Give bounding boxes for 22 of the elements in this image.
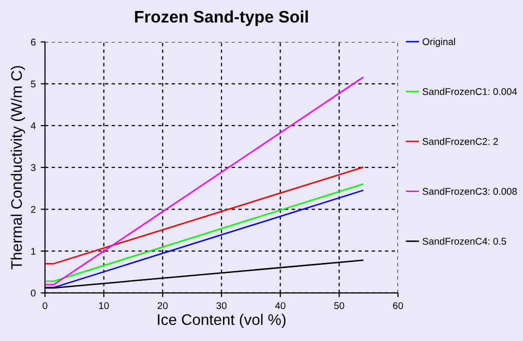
legend-label: SandFrozenC2: 2 [422, 138, 498, 145]
legend-label: SandFrozenC1: 0.004 [422, 88, 517, 96]
y-tick-label: 2 [31, 206, 36, 213]
y-tick-label: 5 [30, 80, 36, 88]
x-tick-label: 0 [42, 302, 48, 310]
legend-label: Original [422, 38, 456, 48]
y-tick-label: 4 [30, 122, 36, 130]
x-tick-label: 60 [393, 302, 404, 310]
legend-label: SandFrozenC3: 0.008 [422, 188, 517, 195]
legend-label: SandFrozenC4: 0.5 [422, 238, 506, 245]
x-tick-label: 40 [275, 302, 286, 310]
x-axis-title: Ice Content (vol %) [158, 314, 286, 328]
x-tick-label: 10 [99, 302, 109, 310]
y-tick-label: 1 [31, 248, 36, 255]
y-tick-label: 6 [31, 38, 36, 46]
x-tick-label: 30 [216, 302, 227, 310]
chart-title: Frozen Sand-type Soil [135, 10, 308, 26]
x-tick-label: 50 [334, 302, 344, 310]
x-tick-label: 20 [158, 302, 168, 310]
y-tick-label: 3 [30, 164, 36, 172]
y-axis-title: Thermal Conductivity (W/m C) [10, 66, 25, 270]
y-tick-label: 0 [30, 290, 36, 297]
